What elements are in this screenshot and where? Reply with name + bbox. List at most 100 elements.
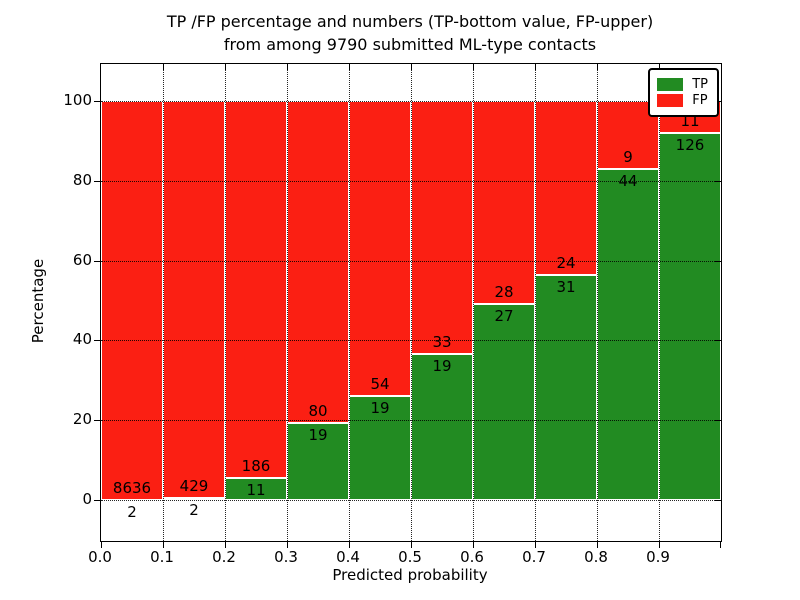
y-tick-mark [94, 340, 101, 342]
x-tick-label: 0.0 [88, 548, 112, 566]
x-tick-label: 0.4 [336, 548, 360, 566]
y-tick-mark-right [715, 260, 721, 262]
x-tick-mark-top [411, 64, 412, 70]
x-gridline [597, 64, 598, 541]
fp-count-label: 54 [370, 375, 390, 394]
x-tick-label: 0.3 [274, 548, 298, 566]
x-axis-label: Predicted probability [332, 566, 488, 584]
x-tick-mark-top [659, 64, 660, 70]
x-tick-label: 0.2 [212, 548, 236, 566]
tp-count-label: 11 [246, 480, 266, 499]
fp-count-label: 9 [623, 147, 633, 166]
x-tick-mark-top [597, 64, 598, 70]
bar-segment-fp [411, 101, 473, 355]
x-gridline [659, 64, 660, 541]
y-tick-mark [94, 500, 101, 501]
fp-count-label: 8636 [112, 478, 152, 497]
x-gridline [287, 64, 288, 541]
bar-segment-tp [287, 423, 349, 500]
fp-count-label: 80 [308, 402, 328, 421]
plot-area: TP FP 8636 2 429 2 186 11 80 19 54 19 33 19 28 27 24 31… [94, 63, 722, 548]
bar-segment-fp [473, 101, 535, 305]
x-tick-mark [535, 541, 536, 548]
y-tick-label: 80 [72, 170, 92, 189]
tp-count-label: 19 [308, 426, 328, 445]
bar-segment-tp [349, 396, 411, 500]
legend-label-fp: FP [692, 93, 708, 108]
bar-segment-tp [597, 168, 659, 500]
bar-segment-fp [101, 101, 163, 500]
y-axis-label: Percentage [29, 258, 47, 344]
x-tick-mark [659, 541, 660, 548]
y-tick-mark-right [715, 420, 721, 422]
x-tick-mark-top [535, 64, 536, 70]
tp-count-label: 44 [618, 171, 638, 190]
fp-count-label: 24 [556, 254, 576, 273]
x-tick-mark [163, 541, 164, 548]
x-tick-mark [287, 541, 288, 548]
x-tick-mark [411, 541, 412, 548]
legend-entry-tp: TP [657, 78, 708, 91]
y-tick-label: 0 [82, 490, 92, 508]
fp-count-label: 33 [432, 333, 452, 352]
x-gridline [411, 64, 412, 541]
y-tick-mark-right [715, 500, 721, 501]
y-tick-mark [94, 101, 101, 102]
bar-segment-fp [535, 101, 597, 276]
bar-segment-tp [411, 354, 473, 500]
x-tick-label: 0.5 [398, 548, 422, 566]
tp-count-label: 126 [675, 136, 705, 155]
fp-color-swatch [657, 94, 684, 107]
x-tick-mark-top [349, 64, 350, 70]
x-gridline [535, 64, 536, 541]
x-gridline [349, 64, 350, 541]
tp-count-label: 2 [189, 501, 199, 520]
bar-segment-fp [163, 101, 225, 499]
legend-label-tp: TP [692, 77, 708, 92]
y-tick-label: 20 [72, 410, 92, 429]
x-tick-mark-top [163, 64, 164, 70]
fp-count-label: 429 [179, 477, 209, 496]
chart-title-line1: TP /FP percentage and numbers (TP-bottom… [166, 12, 654, 31]
bar-segment-fp [287, 101, 349, 424]
y-tick-mark-right [715, 180, 721, 182]
tp-count-label: 19 [432, 357, 452, 376]
y-tick-mark [94, 180, 101, 182]
x-tick-mark-top [473, 64, 474, 70]
x-tick-mark [597, 541, 598, 548]
fp-count-label: 11 [680, 112, 700, 131]
x-tick-mark-top [225, 64, 226, 70]
legend-entry-fp: FP [657, 94, 708, 107]
x-tick-mark [101, 541, 102, 548]
y-tick-mark [94, 420, 101, 422]
x-gridline [163, 64, 164, 541]
chart-title: TP /FP percentage and numbers (TP-bottom… [100, 10, 720, 56]
y-tick-label: 100 [63, 91, 92, 109]
y-tick-mark [94, 260, 101, 262]
x-tick-label: 0.8 [584, 548, 608, 566]
bar-segment-fp [225, 101, 287, 478]
x-tick-label: 0.9 [646, 548, 670, 566]
bar-segment-tp [535, 275, 597, 500]
tp-count-label: 2 [127, 502, 137, 521]
x-tick-mark [349, 541, 350, 548]
x-gridline [473, 64, 474, 541]
y-tick-label: 60 [72, 250, 92, 269]
tp-color-swatch [657, 78, 684, 91]
bar-segment-fp [349, 101, 411, 397]
y-tick-label: 40 [72, 330, 92, 349]
fp-count-label: 28 [494, 283, 514, 302]
x-tick-mark [720, 541, 721, 548]
x-tick-mark [225, 541, 226, 548]
tp-count-label: 19 [370, 399, 390, 418]
x-gridline [225, 64, 226, 541]
x-tick-mark-top [287, 64, 288, 70]
tp-count-label: 27 [494, 307, 514, 326]
x-tick-label: 0.1 [150, 548, 174, 566]
fp-count-label: 186 [241, 456, 271, 475]
x-tick-label: 0.7 [522, 548, 546, 566]
bar-segment-tp [659, 133, 721, 500]
x-tick-label: 0.6 [460, 548, 484, 566]
legend: TP FP [648, 68, 719, 117]
